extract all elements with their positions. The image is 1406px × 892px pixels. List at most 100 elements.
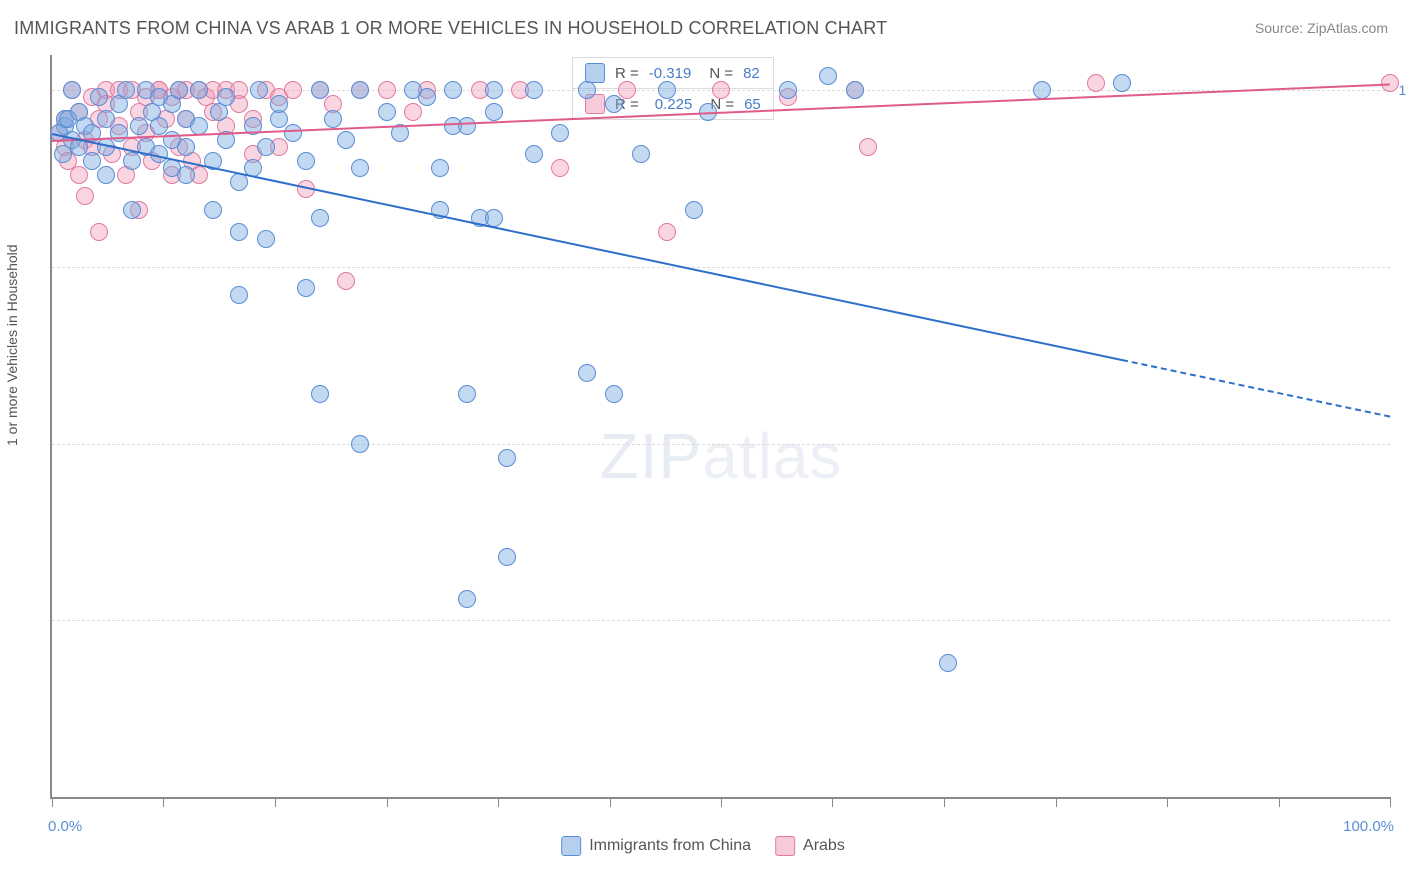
data-point-blue [632, 145, 650, 163]
data-point-blue [230, 286, 248, 304]
data-point-blue [458, 590, 476, 608]
data-point-blue [498, 449, 516, 467]
data-point-blue [418, 88, 436, 106]
data-point-blue [324, 110, 342, 128]
data-point-blue [525, 81, 543, 99]
x-tick [387, 797, 388, 807]
data-point-pink [404, 103, 422, 121]
x-tick [52, 797, 53, 807]
data-point-pink [618, 81, 636, 99]
data-point-blue [90, 88, 108, 106]
chart-title: IMMIGRANTS FROM CHINA VS ARAB 1 OR MORE … [14, 18, 887, 39]
data-point-pink [859, 138, 877, 156]
data-point-blue [458, 117, 476, 135]
data-point-blue [1113, 74, 1131, 92]
data-point-blue [54, 145, 72, 163]
x-tick [721, 797, 722, 807]
data-point-blue [257, 138, 275, 156]
data-point-blue [150, 117, 168, 135]
data-point-blue [311, 81, 329, 99]
data-point-blue [337, 131, 355, 149]
data-point-blue [63, 81, 81, 99]
gridline [52, 267, 1390, 268]
data-point-blue [939, 654, 957, 672]
swatch-blue [585, 63, 605, 83]
data-point-blue [485, 81, 503, 99]
data-point-blue [578, 364, 596, 382]
data-point-blue [351, 435, 369, 453]
scatter-plot-area: ZIPatlas R = -0.319 N = 82 R = 0.225 N =… [50, 55, 1390, 799]
data-point-blue [605, 95, 623, 113]
data-point-blue [685, 201, 703, 219]
legend-label-pink: Arabs [803, 837, 845, 855]
data-point-blue [551, 124, 569, 142]
data-point-blue [605, 385, 623, 403]
x-tick [1056, 797, 1057, 807]
data-point-pink [712, 81, 730, 99]
data-point-pink [658, 223, 676, 241]
trend-line [1122, 359, 1390, 417]
data-point-pink [90, 223, 108, 241]
legend-item-blue: Immigrants from China [561, 836, 751, 856]
data-point-blue [177, 166, 195, 184]
data-point-blue [458, 385, 476, 403]
legend-item-pink: Arabs [775, 836, 845, 856]
n-label: N = [709, 65, 733, 82]
r-label: R = [615, 65, 639, 82]
data-point-blue [250, 81, 268, 99]
data-point-blue [97, 110, 115, 128]
x-axis-min-label: 0.0% [48, 818, 82, 835]
data-point-blue [257, 230, 275, 248]
data-point-blue [485, 103, 503, 121]
data-point-blue [59, 110, 77, 128]
data-point-blue [130, 117, 148, 135]
y-tick-label: 100.0% [1399, 82, 1406, 98]
data-point-blue [190, 117, 208, 135]
legend-label-blue: Immigrants from China [589, 837, 751, 855]
data-point-pink [70, 166, 88, 184]
data-point-pink [551, 159, 569, 177]
data-point-blue [97, 166, 115, 184]
data-point-blue [578, 81, 596, 99]
data-point-blue [284, 124, 302, 142]
data-point-blue [123, 201, 141, 219]
x-tick [1390, 797, 1391, 807]
source-label: Source: ZipAtlas.com [1255, 20, 1388, 36]
series-legend: Immigrants from China Arabs [561, 836, 845, 856]
data-point-blue [83, 152, 101, 170]
n-value-blue: 82 [743, 65, 760, 82]
watermark: ZIPatlas [600, 419, 843, 493]
data-point-pink [284, 81, 302, 99]
gridline [52, 620, 1390, 621]
data-point-pink [337, 272, 355, 290]
trend-line [52, 133, 1123, 361]
x-tick [498, 797, 499, 807]
data-point-blue [485, 209, 503, 227]
data-point-blue [525, 145, 543, 163]
data-point-blue [170, 81, 188, 99]
data-point-blue [204, 201, 222, 219]
data-point-blue [378, 103, 396, 121]
x-tick [832, 797, 833, 807]
swatch-pink [775, 836, 795, 856]
x-tick [1279, 797, 1280, 807]
data-point-pink [1087, 74, 1105, 92]
x-tick [1167, 797, 1168, 807]
data-point-blue [1033, 81, 1051, 99]
r-value-pink: 0.225 [655, 96, 693, 113]
data-point-blue [297, 152, 315, 170]
watermark-bold: ZIP [600, 420, 703, 492]
x-tick [944, 797, 945, 807]
data-point-blue [498, 548, 516, 566]
x-tick [610, 797, 611, 807]
data-point-blue [270, 95, 288, 113]
data-point-blue [230, 223, 248, 241]
y-axis-title: 1 or more Vehicles in Household [4, 244, 20, 446]
x-axis-max-label: 100.0% [1343, 818, 1394, 835]
gridline [52, 444, 1390, 445]
data-point-blue [779, 81, 797, 99]
data-point-blue [177, 138, 195, 156]
data-point-blue [658, 81, 676, 99]
data-point-blue [431, 159, 449, 177]
data-point-blue [351, 159, 369, 177]
